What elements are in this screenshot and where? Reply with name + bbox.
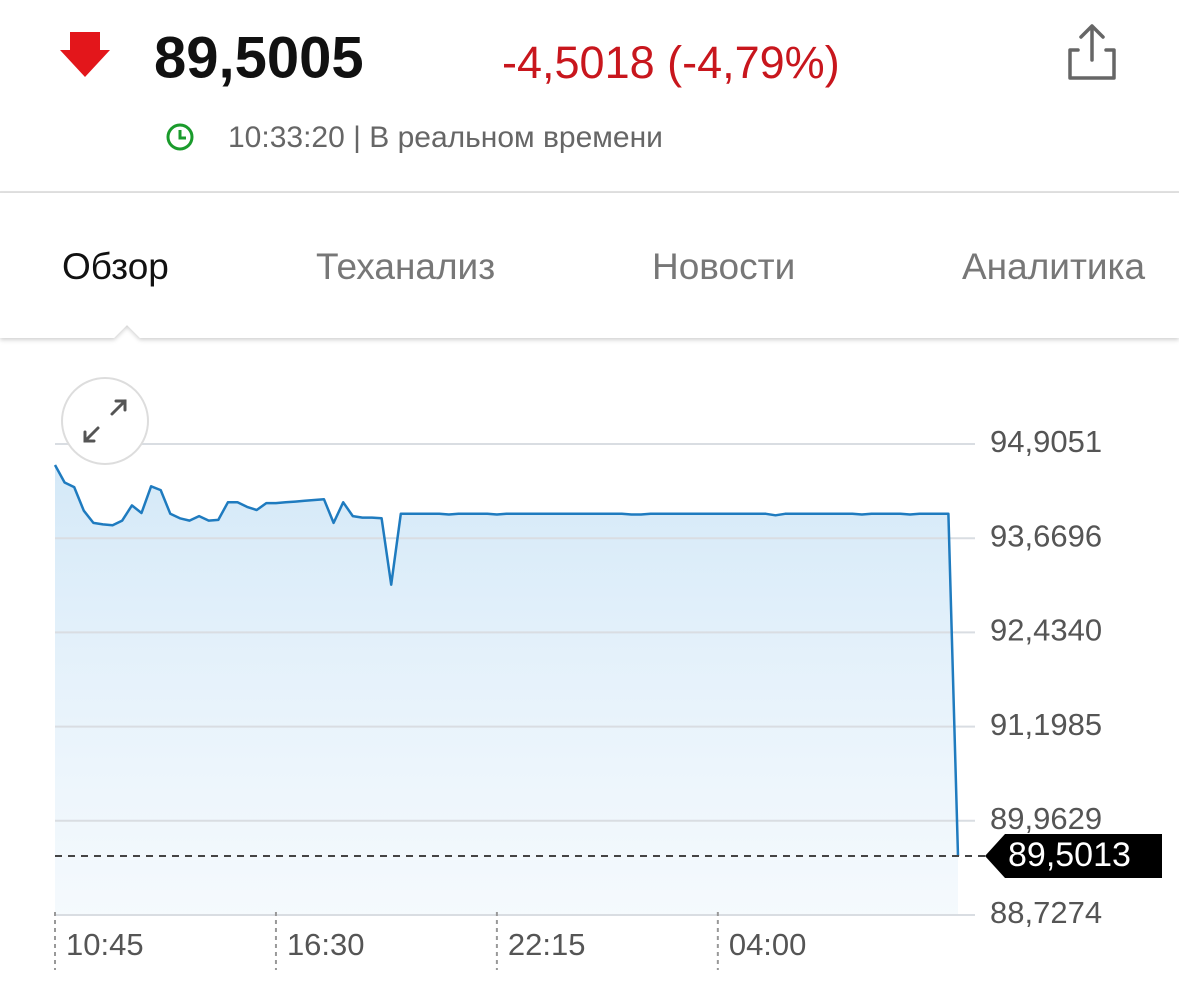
tab[interactable]: Аналитика [962,246,1146,287]
area-fill [55,465,958,915]
y-tick-label: 94,9051 [990,424,1102,459]
current-price-label: 89,5013 [1008,836,1131,874]
x-tick-label: 04:00 [729,927,807,962]
y-tick-label: 92,4340 [990,613,1102,648]
x-tick-label: 22:15 [508,927,586,962]
price-change: -4,5018 (-4,79%) [502,37,840,88]
tab[interactable]: Теханализ [316,246,495,287]
x-tick-label: 10:45 [66,927,144,962]
tab-active[interactable]: Обзор [62,246,169,287]
current-price-box [985,833,1162,878]
chart: 88,7274 89,9629 91,1985 92,4340 93,6696 94,90… [53,424,1162,970]
y-tick-label: 89,9629 [990,801,1102,836]
tab[interactable]: Новости [652,246,795,287]
share-button[interactable] [1068,24,1116,80]
price: 89,5005 [154,25,364,90]
price-line [53,464,960,857]
y-tick-label: 88,7274 [990,895,1102,930]
expand-button[interactable] [61,377,149,465]
clock-icon [166,123,194,151]
y-tick-label: 91,1985 [990,707,1102,742]
y-tick-label: 93,6696 [990,518,1102,553]
down-arrow [60,32,110,77]
x-tick-label: 16:30 [287,927,365,962]
timestamp: 10:33:20 | В реальном времени [228,121,663,154]
tab-bar [0,193,1179,338]
